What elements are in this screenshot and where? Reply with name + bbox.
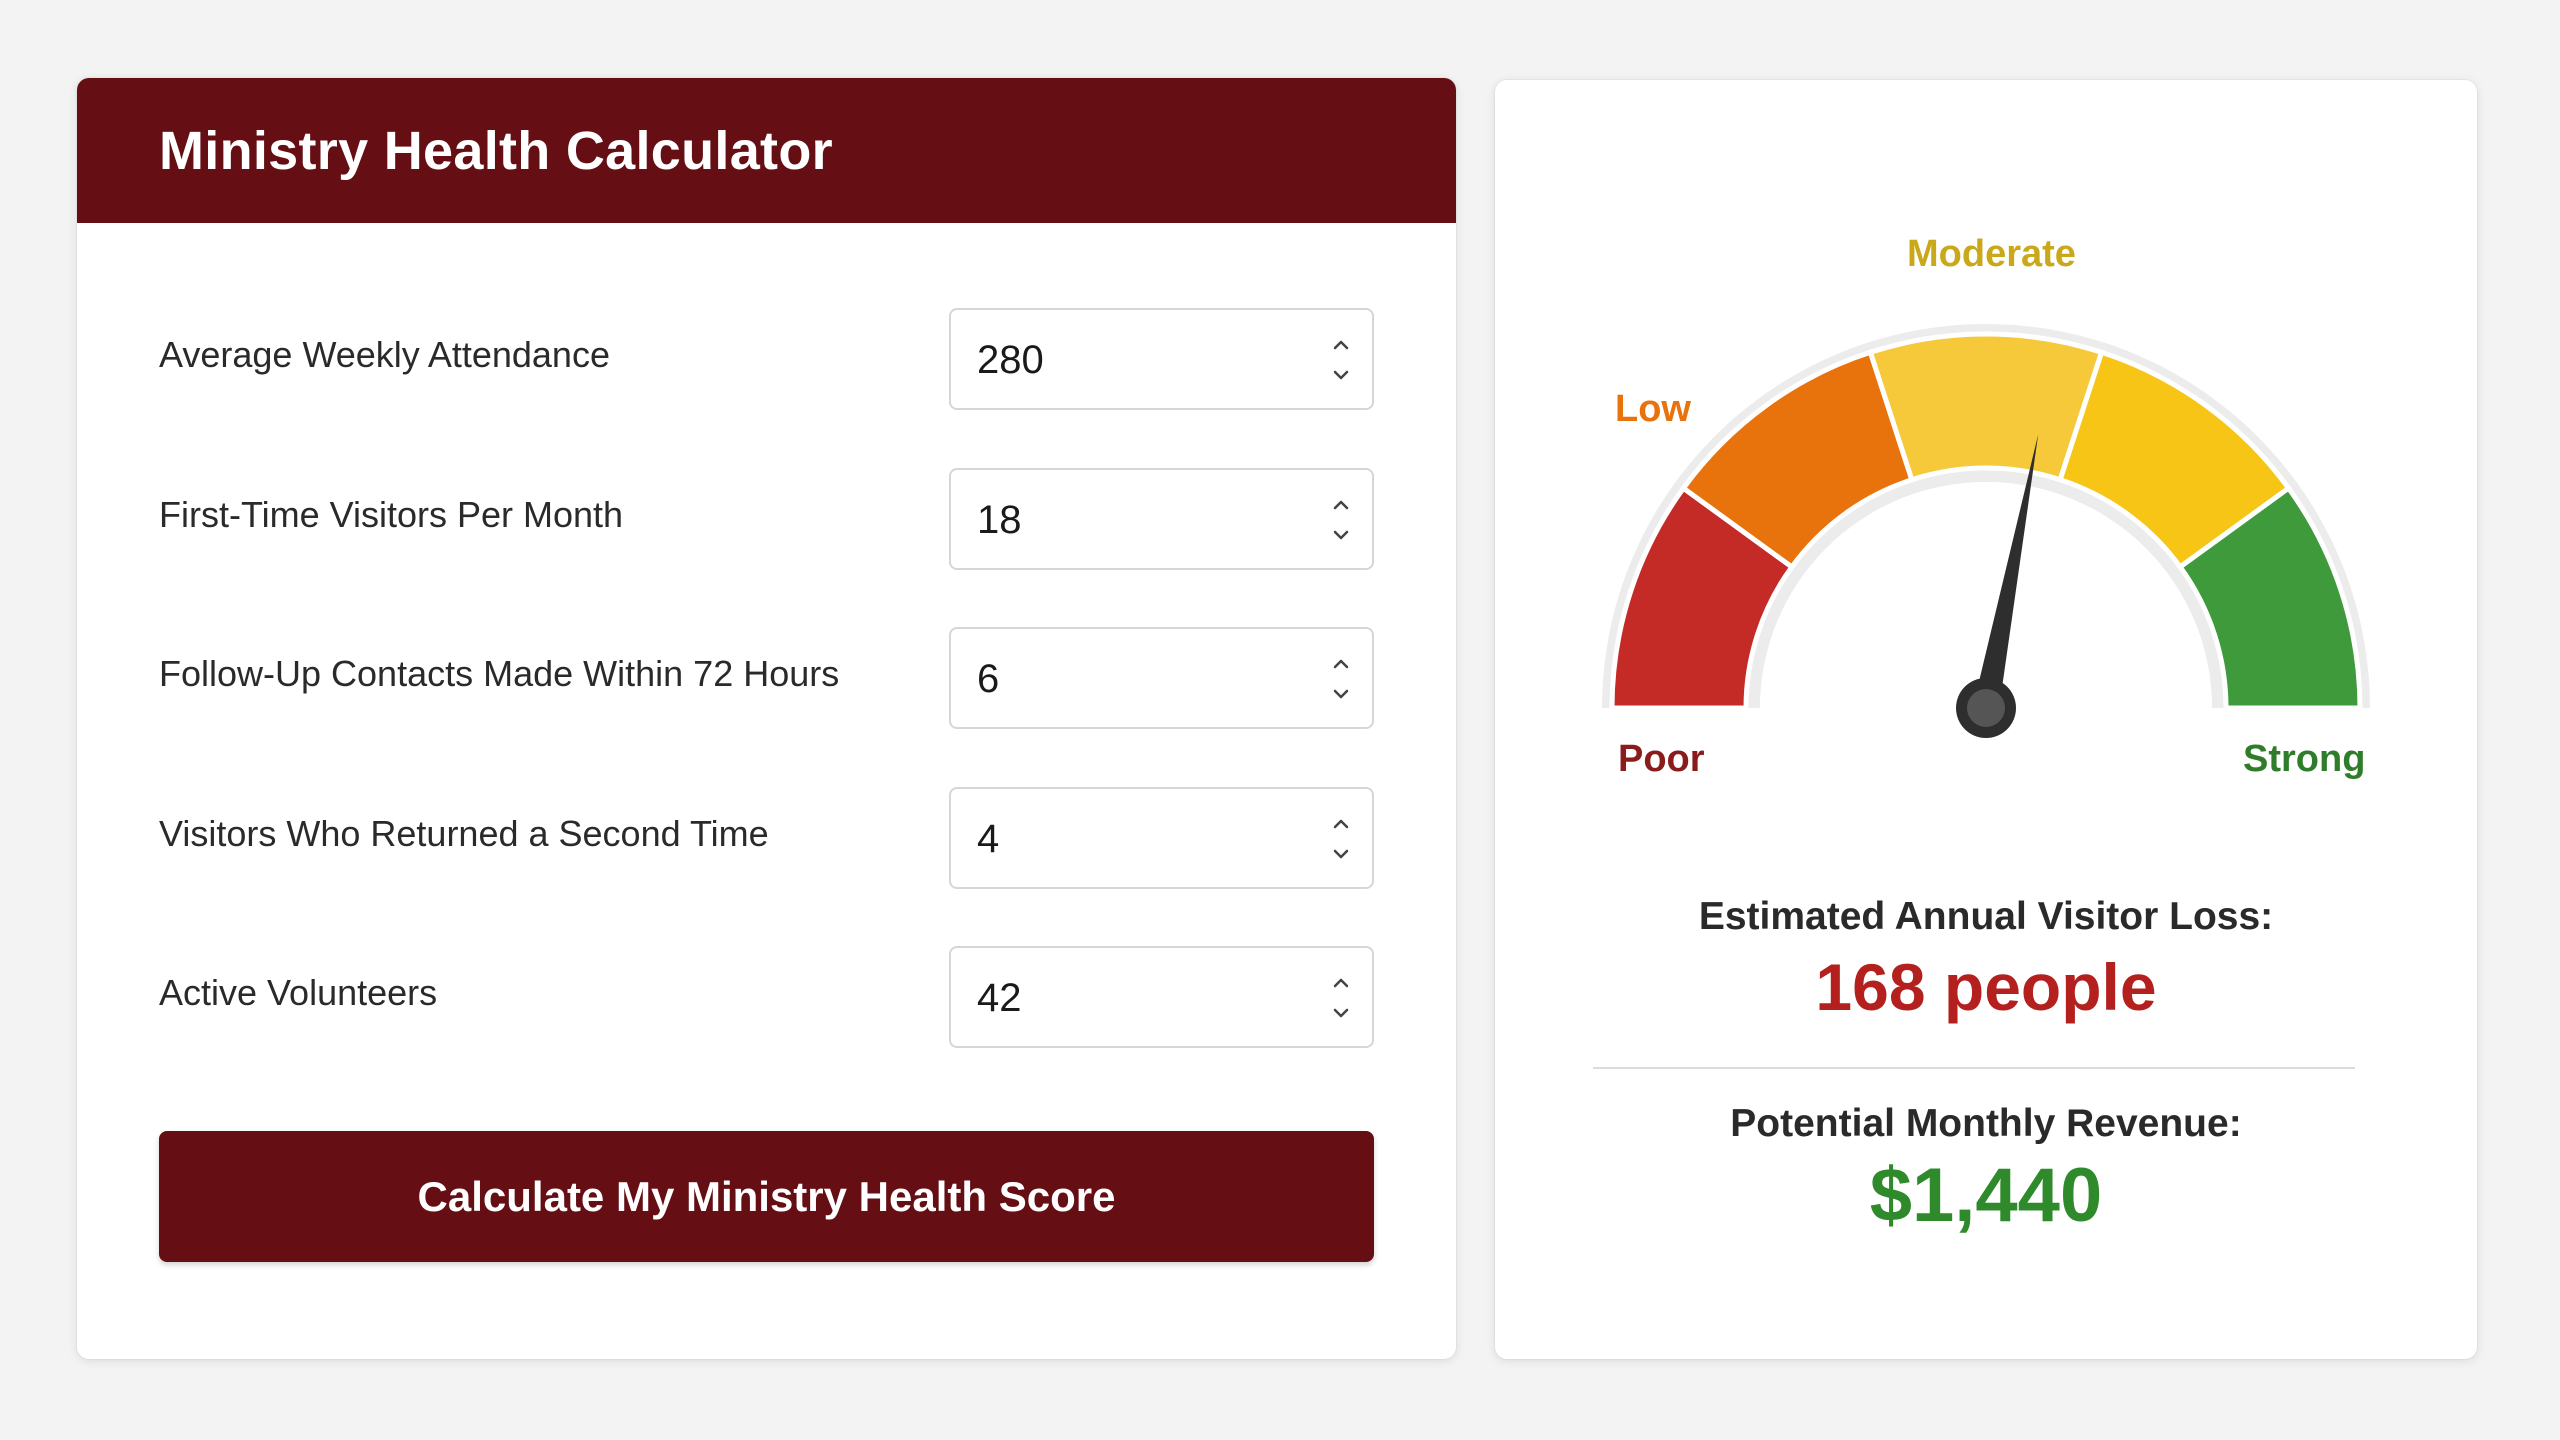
chevron-down-icon[interactable] xyxy=(1328,841,1354,867)
visitors-stepper[interactable] xyxy=(1328,492,1354,548)
visitors-label: First-Time Visitors Per Month xyxy=(159,494,624,535)
followups-label: Follow-Up Contacts Made Within 72 Hours xyxy=(159,653,840,694)
chevron-down-icon[interactable] xyxy=(1328,681,1354,707)
gauge-segment-strong xyxy=(2176,484,2363,711)
calculate-button[interactable]: Calculate My Ministry Health Score xyxy=(159,1131,1374,1262)
attendance-value: 280 xyxy=(977,338,1044,382)
gauge-needle xyxy=(1973,433,2039,711)
field-row-visitors: First-Time Visitors Per Month 18 xyxy=(159,468,1374,570)
chevron-up-icon[interactable] xyxy=(1328,970,1354,996)
health-gauge: Moderate Low Poor Strong xyxy=(1495,80,2477,840)
monthly-revenue-label: Potential Monthly Revenue: xyxy=(1730,1102,2242,1145)
visitor-loss-label: Estimated Annual Visitor Loss: xyxy=(1698,895,2274,938)
monthly-revenue-block: Potential Monthly Revenue: $1,440 xyxy=(1495,1102,2477,1239)
gauge-label-poor: Poor xyxy=(1618,738,1705,780)
attendance-stepper[interactable] xyxy=(1328,332,1354,388)
gauge-inner xyxy=(1760,482,2212,708)
chevron-up-icon[interactable] xyxy=(1328,492,1354,518)
calculator-title: Ministry Health Calculator xyxy=(159,120,833,181)
gauge-label-moderate: Moderate xyxy=(1907,233,2076,275)
returned-label: Visitors Who Returned a Second Time xyxy=(159,813,769,854)
returned-stepper[interactable] xyxy=(1328,811,1354,867)
results-divider xyxy=(1593,1067,2355,1069)
gauge-label-strong: Strong xyxy=(2243,738,2366,780)
monthly-revenue-value: $1,440 xyxy=(1869,1153,2103,1238)
gauge-hub-center xyxy=(1967,689,2005,727)
followups-input[interactable]: 6 xyxy=(949,627,1374,729)
volunteers-value: 42 xyxy=(977,976,1022,1020)
chevron-down-icon[interactable] xyxy=(1328,1000,1354,1026)
calculator-header: Ministry Health Calculator xyxy=(77,78,1456,223)
gauge-label-low: Low xyxy=(1615,388,1691,430)
volunteers-label: Active Volunteers xyxy=(159,972,438,1013)
volunteers-stepper[interactable] xyxy=(1328,970,1354,1026)
field-row-returned: Visitors Who Returned a Second Time 4 xyxy=(159,787,1374,889)
visitors-value: 18 xyxy=(977,498,1022,542)
chevron-up-icon[interactable] xyxy=(1328,332,1354,358)
field-row-followups: Follow-Up Contacts Made Within 72 Hours … xyxy=(159,627,1374,729)
followups-stepper[interactable] xyxy=(1328,651,1354,707)
visitor-loss-block: Estimated Annual Visitor Loss: 168 peopl… xyxy=(1495,895,2477,1025)
visitor-loss-value: 168 people xyxy=(1815,950,2157,1024)
returned-value: 4 xyxy=(977,817,1000,861)
attendance-input[interactable]: 280 xyxy=(949,308,1374,410)
chevron-down-icon[interactable] xyxy=(1328,362,1354,388)
visitors-input[interactable]: 18 xyxy=(949,468,1374,570)
calculator-card: Ministry Health Calculator Average Weekl… xyxy=(77,78,1456,1359)
gauge-graphic xyxy=(1602,324,2370,738)
chevron-down-icon[interactable] xyxy=(1328,522,1354,548)
followups-value: 6 xyxy=(977,657,1000,701)
field-row-volunteers: Active Volunteers 42 xyxy=(159,946,1374,1048)
volunteers-input[interactable]: 42 xyxy=(949,946,1374,1048)
field-row-attendance: Average Weekly Attendance 280 xyxy=(159,308,1374,410)
chevron-up-icon[interactable] xyxy=(1328,811,1354,837)
results-card: Moderate Low Poor Strong Estimated Annua… xyxy=(1495,80,2477,1359)
chevron-up-icon[interactable] xyxy=(1328,651,1354,677)
attendance-label: Average Weekly Attendance xyxy=(159,334,610,375)
returned-input[interactable]: 4 xyxy=(949,787,1374,889)
